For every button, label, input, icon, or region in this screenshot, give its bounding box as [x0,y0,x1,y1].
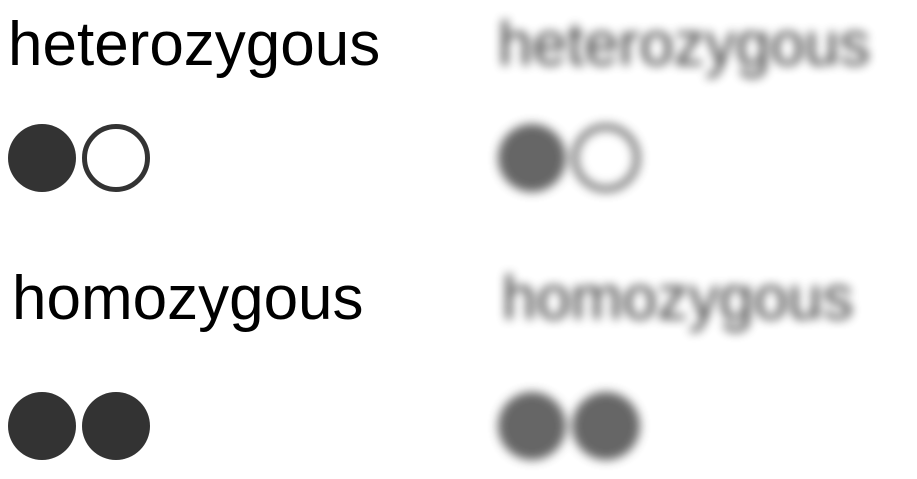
homozygous-label-blurred: homozygous [502,264,854,333]
allele-filled [8,392,76,460]
heterozygous-label-blurred: heterozygous [498,10,871,79]
allele-filled [572,392,640,460]
homozygous-alleles-blurred [498,392,640,460]
homozygous-label: homozygous [12,264,364,333]
heterozygous-alleles [8,124,150,192]
allele-filled [82,392,150,460]
allele-filled [498,392,566,460]
homozygous-alleles [8,392,150,460]
heterozygous-alleles-blurred [498,124,640,192]
allele-filled [498,124,566,192]
allele-filled [8,124,76,192]
allele-empty [572,124,640,192]
heterozygous-label: heterozygous [8,10,381,79]
allele-empty [82,124,150,192]
